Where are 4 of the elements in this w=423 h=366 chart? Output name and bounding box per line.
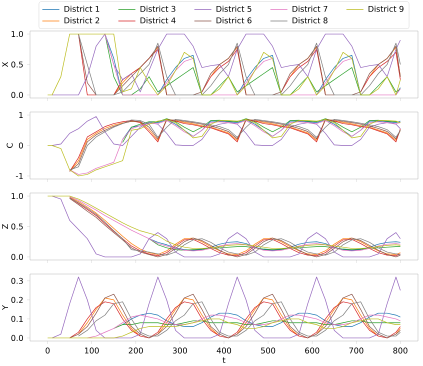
line-series [52,116,401,146]
line-series [122,312,401,327]
line-series [148,238,401,251]
line-series [69,294,401,338]
